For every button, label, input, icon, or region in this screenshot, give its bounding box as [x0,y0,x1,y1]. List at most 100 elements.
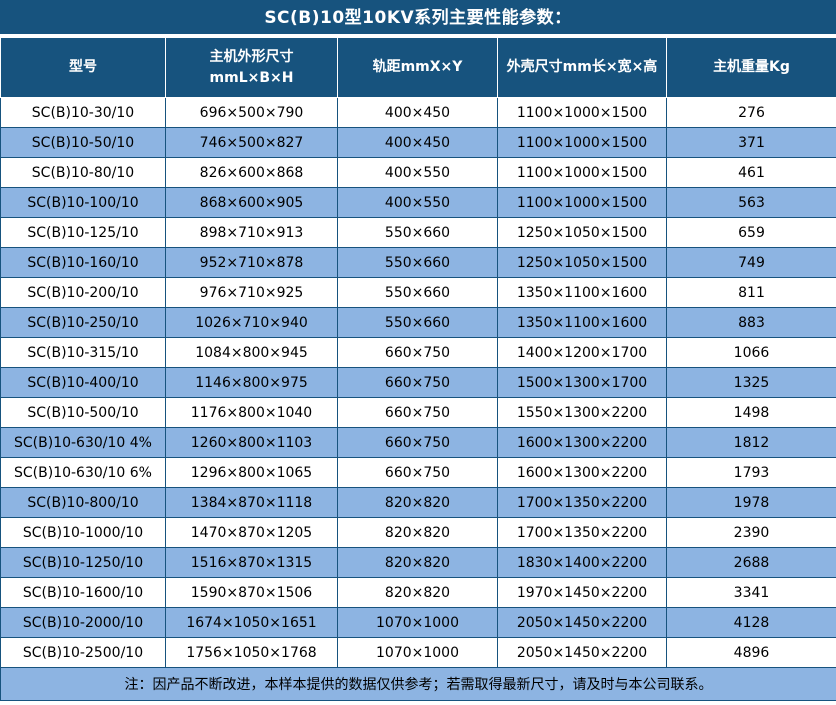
table-row: SC(B)10-630/10 4% 1260×800×1103 660×750 160… [0,427,836,458]
value-cell: 660×750 [337,397,498,428]
value-cell: 3341 [666,577,836,608]
table-row: SC(B)10-80/10 826×600×868 400×550 1100×1000… [0,157,836,188]
value-cell: 1250×1050×1500 [497,217,667,248]
value-cell: 400×450 [337,97,498,128]
column-header-1: 主机外形尺寸 mmL×B×H [165,37,338,98]
value-cell: 749 [666,247,836,278]
value-cell: 1066 [666,337,836,368]
value-cell: 1550×1300×2200 [497,397,667,428]
value-cell: 1100×1000×1500 [497,97,667,128]
value-cell: 660×750 [337,457,498,488]
value-cell: 696×500×790 [165,97,338,128]
column-header-label: 外壳尺寸mm长×宽×高 [506,59,658,75]
value-cell: 820×820 [337,517,498,548]
footer-note: 注：因产品不断改进，本样本提供的数据仅供参考；若需取得最新尺寸，请及时与本公司联… [0,667,836,701]
value-cell: 550×660 [337,217,498,248]
model-cell: SC(B)10-2500/10 [0,637,166,668]
value-cell: 1070×1000 [337,637,498,668]
column-header-0: 型号 [0,37,166,98]
value-cell: 660×750 [337,337,498,368]
table-row: SC(B)10-160/10 952×710×878 550×660 1250×105… [0,247,836,278]
value-cell: 276 [666,97,836,128]
table-row: SC(B)10-800/10 1384×870×1118 820×820 1700×1… [0,487,836,518]
model-cell: SC(B)10-250/10 [0,307,166,338]
value-cell: 811 [666,277,836,308]
value-cell: 746×500×827 [165,127,338,158]
value-cell: 2050×1450×2200 [497,637,667,668]
value-cell: 820×820 [337,547,498,578]
model-cell: SC(B)10-630/10 6% [0,457,166,488]
table-row: SC(B)10-250/10 1026×710×940 550×660 1350×11… [0,307,836,338]
value-cell: 1600×1300×2200 [497,427,667,458]
value-cell: 1830×1400×2200 [497,547,667,578]
value-cell: 898×710×913 [165,217,338,248]
column-header-label: 轨距mmX×Y [372,59,463,75]
value-cell: 4896 [666,637,836,668]
table-row: SC(B)10-125/10 898×710×913 550×660 1250×105… [0,217,836,248]
model-cell: SC(B)10-1250/10 [0,547,166,578]
value-cell: 659 [666,217,836,248]
model-cell: SC(B)10-800/10 [0,487,166,518]
column-header-label: 主机重量Kg [713,59,790,75]
table-row: SC(B)10-1000/10 1470×870×1205 820×820 1700×… [0,517,836,548]
value-cell: 550×660 [337,307,498,338]
value-cell: 4128 [666,607,836,638]
value-cell: 660×750 [337,427,498,458]
value-cell: 2390 [666,517,836,548]
table-row: SC(B)10-100/10 868×600×905 400×550 1100×100… [0,187,836,218]
value-cell: 1084×800×945 [165,337,338,368]
table-header: 型号 主机外形尺寸 mmL×B×H 轨距mmX×Y 外壳尺寸mm长×宽×高 主机重量Kg [0,37,836,98]
value-cell: 1500×1300×1700 [497,367,667,398]
value-cell: 1700×1350×2200 [497,517,667,548]
value-cell: 1146×800×975 [165,367,338,398]
value-cell: 1516×870×1315 [165,547,338,578]
value-cell: 1350×1100×1600 [497,307,667,338]
value-cell: 550×660 [337,247,498,278]
footer-row: 注：因产品不断改进，本样本提供的数据仅供参考；若需取得最新尺寸，请及时与本公司联… [0,667,836,701]
value-cell: 1600×1300×2200 [497,457,667,488]
value-cell: 820×820 [337,577,498,608]
value-cell: 1100×1000×1500 [497,187,667,218]
table-row: SC(B)10-50/10 746×500×827 400×450 1100×1000… [0,127,836,158]
value-cell: 660×750 [337,367,498,398]
model-cell: SC(B)10-1000/10 [0,517,166,548]
column-header-label: 主机外形尺寸 [209,48,294,65]
value-cell: 826×600×868 [165,157,338,188]
table-row: SC(B)10-1600/10 1590×870×1506 820×820 1970×… [0,577,836,608]
header-row: 型号 主机外形尺寸 mmL×B×H 轨距mmX×Y 外壳尺寸mm长×宽×高 主机重量Kg [0,37,836,98]
value-cell: 1250×1050×1500 [497,247,667,278]
value-cell: 868×600×905 [165,187,338,218]
model-cell: SC(B)10-630/10 4% [0,427,166,458]
value-cell: 1100×1000×1500 [497,127,667,158]
value-cell: 371 [666,127,836,158]
column-header-3: 外壳尺寸mm长×宽×高 [497,37,667,98]
value-cell: 1756×1050×1768 [165,637,338,668]
value-cell: 1350×1100×1600 [497,277,667,308]
value-cell: 1176×800×1040 [165,397,338,428]
model-cell: SC(B)10-1600/10 [0,577,166,608]
spec-table: 型号 主机外形尺寸 mmL×B×H 轨距mmX×Y 外壳尺寸mm长×宽×高 主机重量Kg … [0,37,836,701]
model-cell: SC(B)10-30/10 [0,97,166,128]
model-cell: SC(B)10-160/10 [0,247,166,278]
value-cell: 1470×870×1205 [165,517,338,548]
value-cell: 1970×1450×2200 [497,577,667,608]
value-cell: 1400×1200×1700 [497,337,667,368]
value-cell: 2688 [666,547,836,578]
table-row: SC(B)10-315/10 1084×800×945 660×750 1400×12… [0,337,836,368]
value-cell: 550×660 [337,277,498,308]
table-footer: 注：因产品不断改进，本样本提供的数据仅供参考；若需取得最新尺寸，请及时与本公司联… [0,667,836,701]
table-row: SC(B)10-630/10 6% 1296×800×1065 660×750 160… [0,457,836,488]
table-row: SC(B)10-400/10 1146×800×975 660×750 1500×13… [0,367,836,398]
value-cell: 400×550 [337,187,498,218]
model-cell: SC(B)10-315/10 [0,337,166,368]
table-row: SC(B)10-30/10 696×500×790 400×450 1100×1000… [0,97,836,128]
value-cell: 400×450 [337,127,498,158]
table-row: SC(B)10-2500/10 1756×1050×1768 1070×1000 20… [0,637,836,668]
model-cell: SC(B)10-500/10 [0,397,166,428]
value-cell: 1978 [666,487,836,518]
column-header-sublabel: mmL×B×H [209,69,294,86]
value-cell: 952×710×878 [165,247,338,278]
value-cell: 461 [666,157,836,188]
table-body: SC(B)10-30/10 696×500×790 400×450 1100×1000… [0,97,836,668]
